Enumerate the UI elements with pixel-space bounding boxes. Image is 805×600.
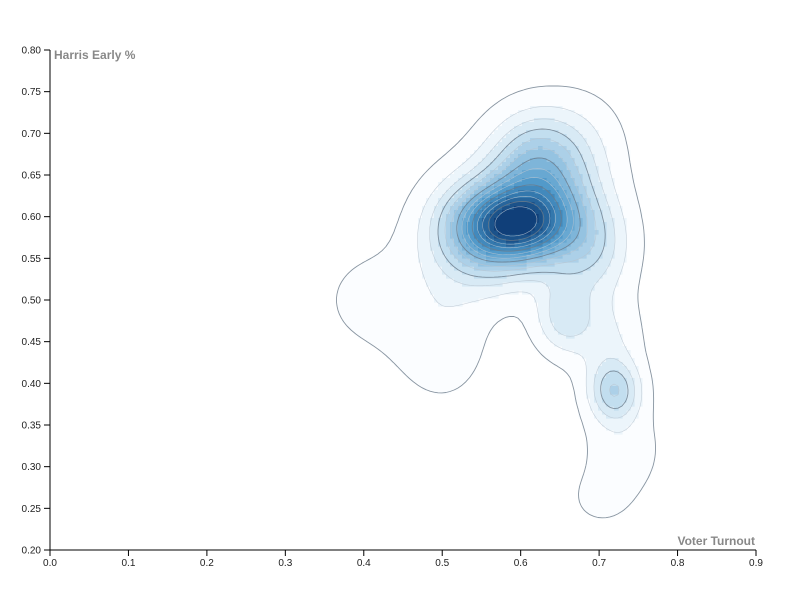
- axes: 0.0 0.1 0.2 0.3 0.4 0.5 0.6 0.7 0.8 0.9 0.200.250…: [22, 46, 764, 570]
- density-contour-line: [444, 138, 620, 397]
- y-tick-label: 0.65: [22, 171, 42, 182]
- y-axis-ticks: 0.20 0.25 0.30 0.35 0.40 0.45 0.50 0.55 0.60 0.65…: [22, 46, 50, 557]
- density-contour-line: [487, 200, 545, 241]
- x-tick-label: 0.8: [671, 558, 685, 569]
- density-contour-line: [437, 128, 629, 410]
- y-tick-label: 0.70: [22, 129, 42, 140]
- density-contour-line: [461, 168, 574, 259]
- x-tick-label: 0.7: [592, 558, 606, 569]
- density-contour-line: [417, 106, 643, 433]
- y-tick-label: 0.20: [22, 546, 42, 557]
- y-tick-label: 0.35: [22, 421, 42, 432]
- y-tick-label: 0.80: [22, 46, 42, 57]
- density-contour-line: [456, 157, 581, 263]
- density-contour-line: [476, 190, 556, 249]
- y-axis-title: Harris Early %: [54, 48, 136, 62]
- plot-area: [336, 85, 656, 519]
- y-tick-label: 0.25: [22, 504, 42, 515]
- y-tick-label: 0.75: [22, 87, 42, 98]
- x-tick-label: 0.0: [43, 558, 57, 569]
- y-tick-label: 0.55: [22, 254, 42, 265]
- density-contour-line: [466, 177, 568, 255]
- x-tick-label: 0.2: [200, 558, 214, 569]
- x-axis-ticks: 0.0 0.1 0.2 0.3 0.4 0.5 0.6 0.7 0.8 0.9: [43, 550, 763, 569]
- y-tick-label: 0.30: [22, 462, 42, 473]
- x-tick-label: 0.3: [278, 558, 292, 569]
- density-contour-line: [494, 206, 538, 237]
- x-tick-label: 0.9: [749, 558, 763, 569]
- y-tick-label: 0.45: [22, 337, 42, 348]
- x-tick-label: 0.6: [514, 558, 528, 569]
- x-tick-label: 0.1: [121, 558, 135, 569]
- x-axis-title: Voter Turnout: [677, 534, 755, 548]
- density-contour-line: [429, 118, 635, 419]
- y-tick-label: 0.40: [22, 379, 42, 390]
- density-band: [494, 206, 539, 235]
- density-contours: [336, 85, 656, 519]
- y-tick-label: 0.50: [22, 296, 42, 307]
- density-contour-line: [471, 184, 562, 252]
- density-contour-line: [336, 85, 656, 519]
- x-tick-label: 0.5: [435, 558, 449, 569]
- density-contour-line: [450, 147, 588, 267]
- density-contour-line: [482, 196, 551, 245]
- y-tick-label: 0.60: [22, 212, 42, 223]
- x-tick-label: 0.4: [357, 558, 371, 569]
